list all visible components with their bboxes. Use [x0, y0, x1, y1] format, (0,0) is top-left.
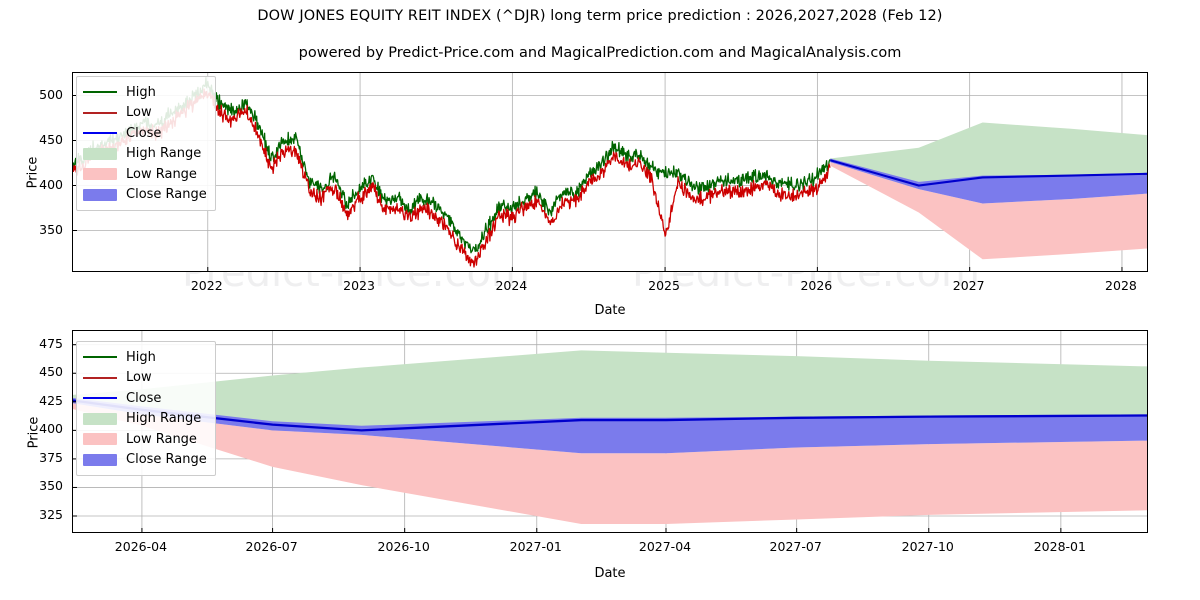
legend-label: Low Range [126, 431, 197, 447]
legend-label: Close [126, 125, 162, 141]
chart-overview [72, 72, 1148, 272]
y-tick-label: 450 [39, 364, 63, 380]
legend-label: Close [126, 390, 162, 406]
y-tick-label: 475 [39, 335, 63, 351]
legend-swatch-low-icon [83, 371, 117, 385]
legend-forecast-detail: High Low Close High Range Low Range Close Ran… [76, 341, 216, 476]
legend-item[interactable]: Low Range [83, 164, 207, 185]
legend-label: High Range [126, 146, 202, 162]
legend-item[interactable]: High Range [83, 409, 207, 430]
legend-label: Close Range [126, 187, 207, 203]
legend-item[interactable]: Close [83, 123, 207, 144]
legend-swatch-high-icon [83, 85, 117, 99]
x-tick-label: 2026-04 [114, 539, 168, 554]
x-tick-label: 2027-04 [638, 539, 692, 554]
y-tick-label: 500 [39, 86, 63, 102]
y-tick-label: 375 [39, 449, 63, 465]
x-tick-label: 2026-10 [377, 539, 430, 554]
legend-item[interactable]: High [83, 347, 207, 368]
y-tick-label: 325 [39, 507, 63, 522]
x-tick-label: 2028-01 [1033, 539, 1086, 554]
x-tick-label: 2027-10 [901, 539, 954, 554]
subtitle: powered by Predict-Price.com and Magical… [298, 45, 902, 61]
legend-item[interactable]: Close Range [83, 185, 207, 206]
legend-swatch-low-range-icon [83, 168, 117, 181]
legend-item[interactable]: Close Range [83, 450, 207, 471]
legend-item[interactable]: Low [83, 103, 207, 124]
x-tick-label: 2026 [800, 278, 833, 293]
legend-label: High [126, 84, 156, 100]
legend-item[interactable]: Close [83, 388, 207, 409]
y-tick-label: 350 [39, 221, 63, 237]
legend-label: Low [126, 370, 152, 386]
legend-label: High Range [126, 411, 202, 427]
x-tick-label: 2025 [648, 278, 680, 293]
legend-swatch-high-icon [83, 350, 117, 364]
legend-swatch-close-range-icon [83, 453, 117, 466]
y-tick-label: 425 [39, 392, 63, 408]
legend-label: Close Range [126, 452, 207, 468]
axis-label-x-bottom: Date [594, 566, 626, 581]
legend-swatch-close-icon [83, 391, 117, 405]
legend-label: High [126, 349, 156, 365]
legend-item[interactable]: Low [83, 368, 207, 389]
x-tick-label: 2023 [343, 278, 375, 293]
page-title: DOW JONES EQUITY REIT INDEX (^DJR) long … [257, 8, 943, 24]
legend-label: Low [126, 105, 152, 121]
legend-swatch-close-icon [83, 126, 117, 140]
legend-overview: High Low Close High Range Low Range Close Ran… [76, 76, 216, 211]
legend-item[interactable]: Low Range [83, 429, 207, 450]
legend-item[interactable]: High Range [83, 144, 207, 165]
x-tick-label: 2026-07 [245, 539, 298, 554]
legend-swatch-high-range-icon [83, 412, 117, 425]
x-tick-label: 2022 [190, 278, 223, 293]
legend-swatch-low-range-icon [83, 433, 117, 446]
y-tick-label: 350 [39, 478, 63, 494]
x-tick-label: 2024 [495, 278, 528, 293]
y-tick-label: 400 [39, 421, 63, 437]
y-tick-label: 450 [39, 131, 63, 147]
legend-label: Low Range [126, 166, 197, 182]
legend-swatch-high-range-icon [83, 147, 117, 160]
y-tick-label: 400 [39, 176, 63, 192]
legend-swatch-low-icon [83, 106, 117, 120]
x-tick-label: 2027-07 [769, 539, 822, 554]
legend-swatch-close-range-icon [83, 188, 117, 201]
x-tick-label: 2028 [1105, 278, 1137, 293]
chart-forecast-detail [72, 330, 1148, 533]
legend-item[interactable]: High [83, 82, 207, 103]
x-tick-label: 2027-01 [509, 539, 562, 554]
axis-label-x-top: Date [594, 303, 626, 318]
x-tick-label: 2027 [952, 278, 985, 293]
